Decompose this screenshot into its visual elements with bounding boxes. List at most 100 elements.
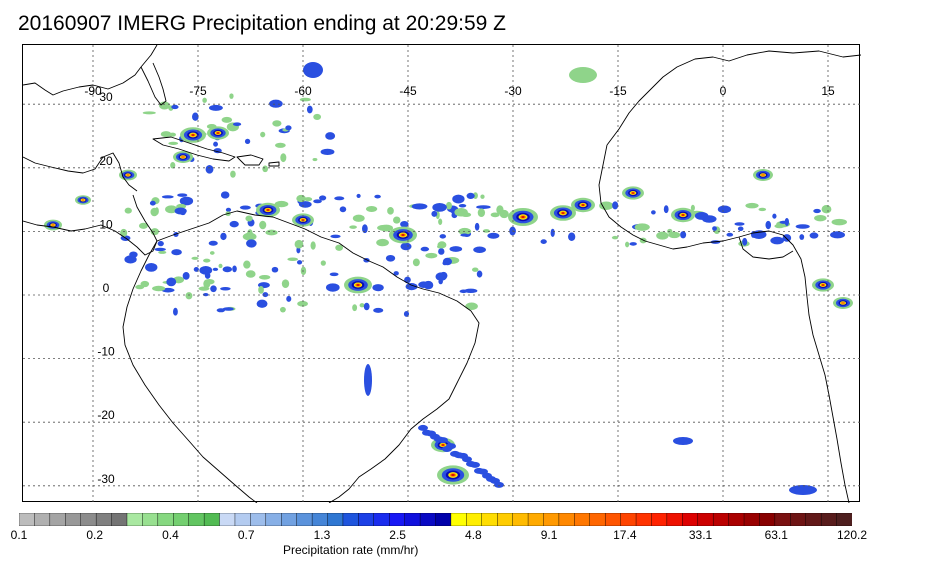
precip-cell: [154, 247, 166, 252]
precip-cell: [425, 252, 438, 259]
precip-cell: [208, 104, 223, 111]
colorbar-swatch: [759, 513, 776, 526]
colorbar-tick-label: 2.5: [389, 528, 406, 542]
precip-cell: [220, 191, 230, 199]
precip-cell: [192, 112, 199, 121]
precip-cell: [154, 207, 159, 215]
precip-cell: [165, 205, 178, 214]
precip-cell: [742, 237, 748, 246]
precip-cell: [149, 200, 156, 206]
precip-cell: [611, 235, 619, 240]
colorbar-swatch: [19, 513, 35, 526]
precip-cell: [313, 113, 322, 121]
colorbar-tick-label: 0.7: [237, 528, 255, 542]
precip-cell: [452, 194, 465, 204]
precipitation-map[interactable]: -90 -75 -60 -45 -30 -15 0 15 30 20 10 0 -10 -20 -30: [23, 45, 861, 503]
precip-cell: [487, 232, 500, 239]
precip-cell: [202, 293, 209, 297]
precip-cell: [352, 304, 358, 312]
precip-cell: [445, 201, 452, 210]
precip-cell: [466, 192, 475, 200]
colorbar-tick-label: 63.1: [764, 528, 788, 542]
precip-cell: [245, 215, 253, 222]
longitude-label: -75: [189, 84, 207, 98]
precip-cell: [320, 260, 326, 266]
precip-cell: [385, 254, 396, 262]
colorbar-swatch: [666, 513, 683, 526]
precip-cell: [734, 222, 745, 226]
map-panel[interactable]: -90 -75 -60 -45 -30 -15 0 15 30 20 10 0 -10 -20 -30: [22, 44, 861, 503]
precip-cell: [464, 288, 478, 294]
coastline-cuba: [152, 136, 236, 162]
precip-cell: [244, 138, 251, 145]
precip-cell: [420, 246, 430, 252]
precip-cell: [271, 266, 279, 273]
colorbar-swatch: [728, 513, 745, 526]
precip-cell: [213, 141, 218, 147]
precip-cell: [216, 132, 220, 134]
precip-cell: [335, 244, 344, 251]
precip-cell: [281, 279, 290, 288]
precip-cell: [438, 437, 448, 444]
precip-cell: [431, 210, 438, 217]
precip-cell: [795, 224, 810, 229]
precip-cell: [203, 258, 211, 263]
precip-cell: [306, 105, 313, 114]
precip-cell: [303, 62, 323, 78]
precip-cell: [179, 196, 194, 206]
coastline-south-america-west: [122, 240, 258, 503]
precip-cell: [449, 246, 463, 252]
precip-cell: [482, 229, 490, 233]
colorbar-swatch: [527, 513, 544, 526]
precip-cell: [182, 271, 190, 280]
precip-cell: [694, 211, 709, 220]
colorbar-tick-label: 0.1: [10, 528, 28, 542]
colorbar-tick-label: 1.3: [313, 528, 331, 542]
precip-cell: [246, 239, 257, 248]
precip-cell: [232, 122, 242, 127]
colorbar-swatch: [497, 513, 514, 526]
precip-cell: [286, 295, 292, 302]
precip-cell: [262, 292, 269, 298]
precip-cell: [540, 239, 547, 244]
coastline-yucatan: [23, 152, 138, 192]
colorbar-swatch: [188, 513, 205, 526]
coastline-africa-west: [598, 144, 850, 503]
precip-cell: [209, 251, 215, 255]
latitude-label: 10: [99, 217, 113, 231]
precip-cell: [673, 437, 693, 445]
precip-cell: [629, 242, 637, 246]
colorbar-swatch: [435, 513, 452, 526]
precip-cell: [411, 203, 428, 210]
precip-cell: [799, 234, 805, 240]
precip-cell: [631, 192, 635, 194]
precip-cell: [300, 266, 307, 276]
colorbar: [19, 513, 852, 526]
colorbar-swatch: [774, 513, 791, 526]
latitude-label: 20: [99, 154, 113, 168]
colorbar-swatch: [126, 513, 143, 526]
precip-cell: [356, 284, 360, 286]
colorbar-swatch: [142, 513, 159, 526]
coastline-florida: [140, 62, 167, 106]
colorbar-swatch: [342, 513, 359, 526]
precip-cell: [229, 93, 234, 99]
precip-cell: [809, 232, 819, 239]
precip-cell: [330, 234, 341, 239]
precip-cell: [168, 141, 179, 145]
precip-cell: [260, 131, 266, 138]
colorbar-swatch: [111, 513, 128, 526]
precip-cell: [173, 307, 178, 316]
precip-cell: [561, 212, 565, 214]
precip-cell: [418, 424, 428, 431]
colorbar-swatch: [34, 513, 51, 526]
precip-cell: [245, 270, 256, 278]
colorbar-swatch: [404, 513, 421, 526]
precip-cell: [220, 232, 227, 241]
graticule: [23, 45, 861, 503]
colorbar-swatch: [65, 513, 82, 526]
colorbar-swatch: [327, 513, 344, 526]
precip-cell: [339, 206, 347, 213]
coastline-south-america: [156, 210, 480, 503]
colorbar-tick-label: 0.2: [86, 528, 104, 542]
